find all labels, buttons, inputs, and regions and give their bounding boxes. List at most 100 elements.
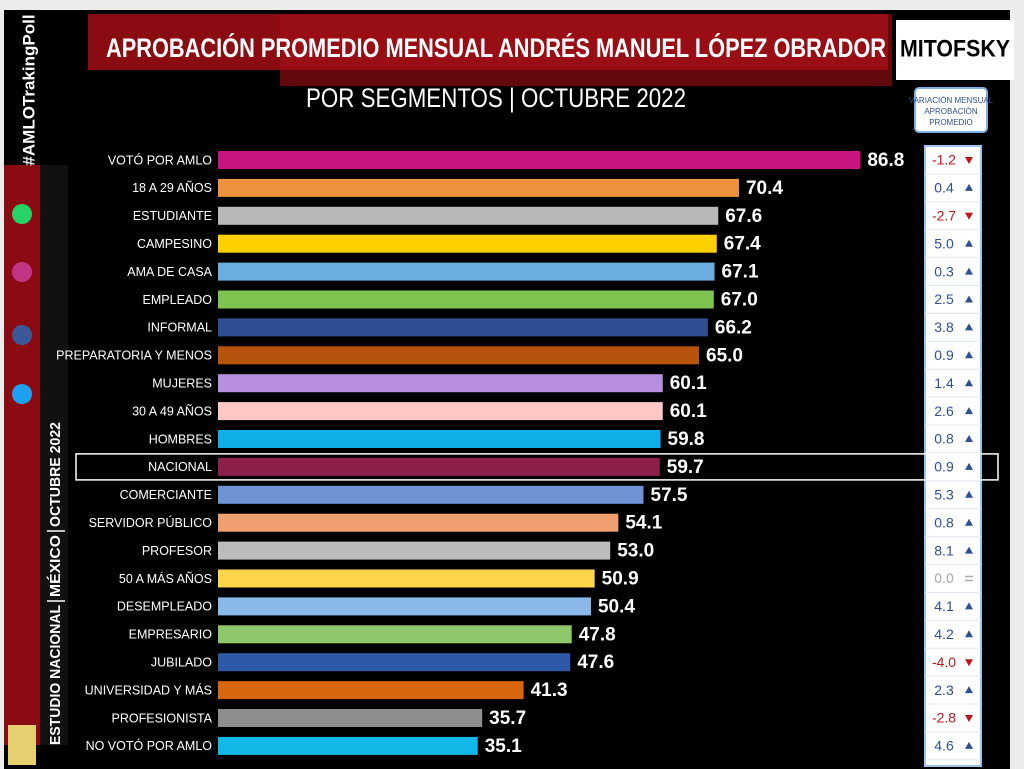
variation-header-box bbox=[914, 87, 988, 133]
variation-arrow-up bbox=[965, 518, 973, 526]
bar bbox=[218, 625, 572, 644]
variation-value: 4.6 bbox=[934, 738, 954, 754]
bar bbox=[218, 653, 571, 672]
value-label: 67.1 bbox=[722, 262, 759, 283]
title-banner-accent bbox=[280, 14, 892, 86]
variation-value: 4.1 bbox=[934, 598, 954, 614]
bar bbox=[218, 709, 483, 727]
sidebar-text: ESTUDIO NACIONAL MÉXICO OCTUBRE 2022 bbox=[47, 422, 65, 745]
value-label: 67.0 bbox=[721, 290, 758, 311]
value-label: 50.9 bbox=[602, 569, 639, 590]
sidebar-label: ESTUDIO NACIONAL bbox=[47, 605, 64, 745]
category-label: 30 A 49 AÑOS bbox=[132, 404, 212, 418]
variation-header: VARIACIÓN MENSUAL bbox=[909, 96, 994, 105]
variation-value: 2.5 bbox=[934, 291, 954, 307]
value-label: 47.8 bbox=[579, 624, 616, 645]
variation-value: 0.9 bbox=[934, 347, 954, 363]
variation-value: 5.0 bbox=[934, 235, 954, 251]
variation-value: 0.9 bbox=[934, 459, 954, 475]
value-label: 66.2 bbox=[715, 317, 752, 338]
value-label: 41.3 bbox=[531, 680, 568, 701]
bar bbox=[218, 402, 663, 421]
category-label: CAMPESINO bbox=[137, 237, 212, 251]
bar bbox=[218, 151, 861, 169]
sidebar-panel bbox=[40, 165, 68, 745]
value-label: 35.7 bbox=[489, 708, 526, 729]
variation-value: 0.3 bbox=[934, 263, 954, 279]
variation-arrow-up bbox=[965, 435, 973, 442]
chart-subtitle: POR SEGMENTOS | OCTUBRE 2022 bbox=[306, 83, 686, 113]
bar bbox=[218, 262, 715, 281]
value-label: 50.4 bbox=[598, 596, 635, 617]
category-label: ESTUDIANTE bbox=[133, 209, 212, 223]
value-label: 60.1 bbox=[670, 373, 707, 394]
value-label: 57.5 bbox=[651, 485, 688, 506]
variation-value: 5.3 bbox=[934, 487, 954, 503]
sidebar-stripe bbox=[4, 165, 40, 745]
variation-value: 2.3 bbox=[934, 682, 954, 698]
bar bbox=[218, 736, 478, 755]
bar bbox=[218, 206, 719, 225]
bar bbox=[218, 485, 644, 504]
bar bbox=[218, 290, 714, 309]
variation-value: -2.8 bbox=[932, 710, 956, 726]
variation-arrow-up bbox=[965, 379, 973, 387]
value-label: 60.1 bbox=[670, 401, 707, 422]
logo: MITOFSKY bbox=[900, 35, 1010, 62]
poll-logo bbox=[8, 725, 36, 765]
variation-value: 0.8 bbox=[934, 431, 954, 447]
value-label: 65.0 bbox=[706, 345, 743, 366]
category-label: PREPARATORIA Y MENOS bbox=[56, 349, 212, 363]
bar bbox=[218, 430, 661, 448]
variation-header: APROBACIÓN bbox=[924, 107, 978, 116]
bar bbox=[218, 541, 611, 560]
variation-arrow-up bbox=[965, 490, 973, 498]
facebook-icon bbox=[12, 325, 32, 345]
sidebar-label: MÉXICO bbox=[47, 535, 64, 597]
variation-arrow-down bbox=[965, 157, 973, 164]
bar bbox=[218, 597, 591, 616]
variation-arrow-up bbox=[965, 602, 973, 610]
variation-value: 4.2 bbox=[934, 626, 954, 642]
variation-value: 3.8 bbox=[934, 319, 954, 335]
category-label: PROFESIONISTA bbox=[112, 711, 213, 725]
bar bbox=[218, 374, 663, 393]
variation-arrow-up bbox=[965, 546, 973, 554]
variation-arrow-up bbox=[965, 295, 973, 303]
category-label: 50 A MÁS AÑOS bbox=[119, 571, 212, 586]
bar bbox=[218, 513, 619, 532]
bar bbox=[218, 457, 660, 476]
category-label: HOMBRES bbox=[149, 432, 212, 446]
value-label: 67.4 bbox=[724, 234, 761, 255]
category-label: NACIONAL bbox=[148, 460, 212, 474]
chart-title: APROBACIÓN PROMEDIO MENSUAL ANDRÉS MANUE… bbox=[106, 32, 886, 63]
variation-arrow-down bbox=[965, 715, 973, 722]
value-label: 35.1 bbox=[485, 736, 522, 757]
value-label: 67.6 bbox=[725, 206, 762, 227]
bar bbox=[218, 346, 699, 365]
bar bbox=[218, 178, 739, 197]
bar bbox=[218, 569, 595, 588]
bar bbox=[218, 234, 717, 253]
variation-arrow-up bbox=[965, 183, 973, 191]
category-label: VOTÓ POR AMLO bbox=[108, 152, 212, 167]
variation-value: 0.4 bbox=[934, 180, 954, 196]
category-label: MUJERES bbox=[152, 376, 212, 390]
variation-header: PROMEDIO bbox=[929, 118, 973, 127]
category-label: 18 A 29 AÑOS bbox=[132, 181, 212, 195]
value-label: 53.0 bbox=[617, 541, 654, 562]
variation-arrow-up bbox=[965, 239, 973, 247]
variation-arrow-down bbox=[965, 212, 973, 220]
value-label: 59.7 bbox=[667, 457, 704, 478]
variation-value: 0.8 bbox=[934, 514, 954, 530]
variation-arrow-down bbox=[965, 659, 973, 667]
value-label: 70.4 bbox=[746, 178, 783, 199]
variation-arrow-up bbox=[965, 323, 973, 331]
sidebar-label: OCTUBRE 2022 bbox=[47, 422, 64, 527]
category-label: AMA DE CASA bbox=[127, 265, 212, 279]
logo-box bbox=[896, 20, 1014, 80]
variation-arrow-up bbox=[965, 267, 973, 275]
variation-value: 8.1 bbox=[934, 542, 954, 558]
instagram-icon bbox=[12, 262, 32, 282]
